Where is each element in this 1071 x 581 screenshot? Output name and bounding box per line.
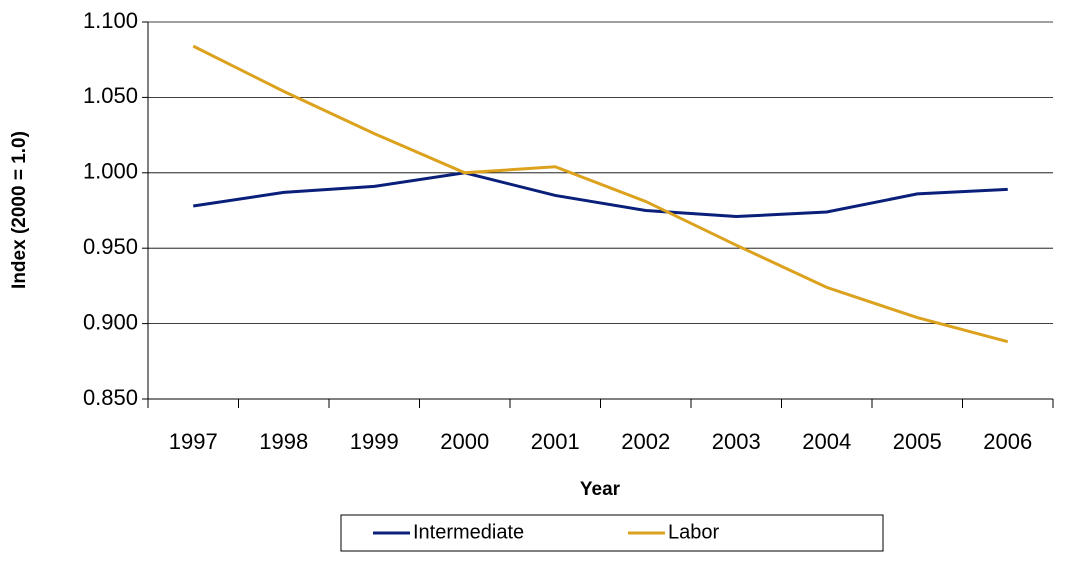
- y-axis-title: Index (2000 = 1.0): [9, 131, 30, 289]
- x-tick-label: 2002: [621, 429, 670, 454]
- legend-box: [340, 514, 884, 552]
- legend-label: Labor: [668, 521, 719, 543]
- x-tick-label: 2001: [531, 429, 580, 454]
- x-tick-label: 1997: [169, 429, 218, 454]
- y-tick-label: 1.100: [83, 8, 138, 33]
- y-tick-label: 0.850: [83, 385, 138, 410]
- x-axis-title: Year: [580, 479, 621, 500]
- x-tick-label: 2000: [440, 429, 489, 454]
- data-line: [193, 171, 1008, 219]
- legend-label: Intermediate: [413, 521, 524, 543]
- y-tick-label: 0.900: [83, 309, 138, 334]
- y-tick-label: 1.050: [83, 83, 138, 108]
- x-tick-label: 2006: [983, 429, 1032, 454]
- data-line: [192, 44, 1009, 344]
- x-tick-label: 2005: [893, 429, 942, 454]
- x-tick-label: 1998: [259, 429, 308, 454]
- x-tick-label: 1999: [350, 429, 399, 454]
- x-tick-label: 2004: [802, 429, 851, 454]
- y-tick-label: 0.950: [83, 234, 138, 259]
- y-tick-label: 1.000: [83, 159, 138, 184]
- x-tick-label: 2003: [712, 429, 761, 454]
